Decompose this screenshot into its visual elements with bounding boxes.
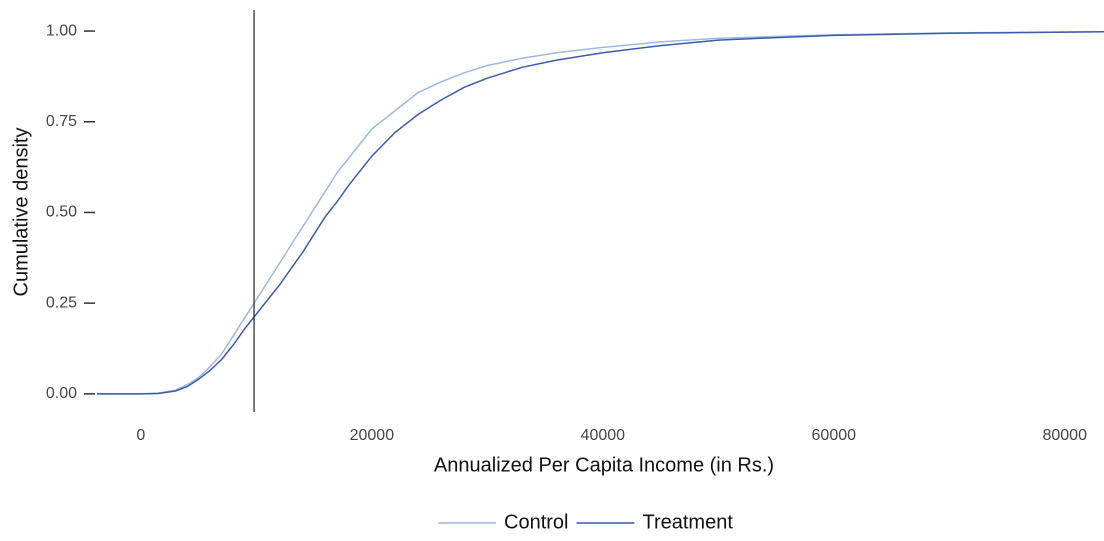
x-tick-label: 0 — [136, 427, 145, 444]
legend-label: Control — [504, 511, 568, 533]
cdf-line — [97, 31, 1104, 395]
y-tick-label: 0.50 — [46, 204, 77, 221]
legend-label: Treatment — [642, 511, 733, 533]
y-tick-label: 0.00 — [46, 385, 77, 402]
y-axis-label: Cumulative density — [10, 128, 32, 297]
x-tick-label: 20000 — [350, 427, 395, 444]
x-axis-label: Annualized Per Capita Income (in Rs.) — [434, 454, 774, 476]
y-tick-label: 1.00 — [46, 22, 77, 39]
x-tick-label: 40000 — [581, 427, 626, 444]
x-tick-label: 60000 — [812, 427, 857, 444]
cdf-line — [97, 31, 1104, 395]
x-tick-label: 80000 — [1042, 427, 1087, 444]
y-tick-label: 0.25 — [46, 294, 77, 311]
y-tick-label: 0.75 — [46, 113, 77, 130]
